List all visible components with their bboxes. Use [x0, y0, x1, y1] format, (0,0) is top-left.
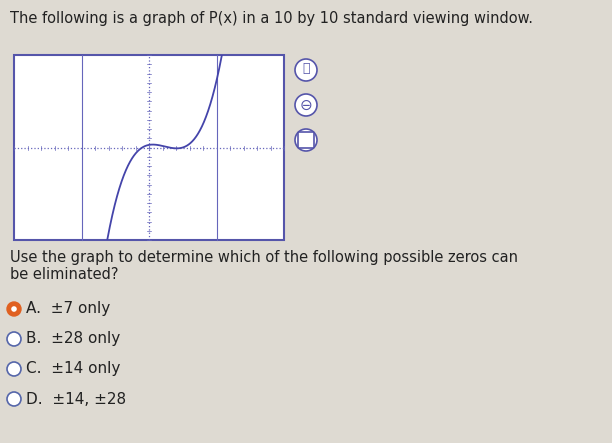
Text: ⊖: ⊖	[300, 97, 312, 113]
Circle shape	[7, 362, 21, 376]
Text: C.  ±14 only: C. ±14 only	[26, 361, 121, 377]
Circle shape	[7, 392, 21, 406]
Text: 🔍: 🔍	[302, 62, 310, 74]
Circle shape	[295, 129, 317, 151]
Bar	[14, 55, 284, 240]
Circle shape	[7, 302, 21, 316]
Text: D.  ±14, ±28: D. ±14, ±28	[26, 392, 126, 407]
Circle shape	[7, 332, 21, 346]
Circle shape	[11, 306, 17, 312]
Circle shape	[295, 94, 317, 116]
Text: Use the graph to determine which of the following possible zeros can
be eliminat: Use the graph to determine which of the …	[10, 250, 518, 282]
FancyBboxPatch shape	[298, 132, 314, 148]
Circle shape	[295, 59, 317, 81]
Text: B.  ±28 only: B. ±28 only	[26, 331, 120, 346]
Text: The following is a graph of P(x) in a 10 by 10 standard viewing window.: The following is a graph of P(x) in a 10…	[10, 11, 533, 26]
Text: A.  ±7 only: A. ±7 only	[26, 302, 110, 316]
